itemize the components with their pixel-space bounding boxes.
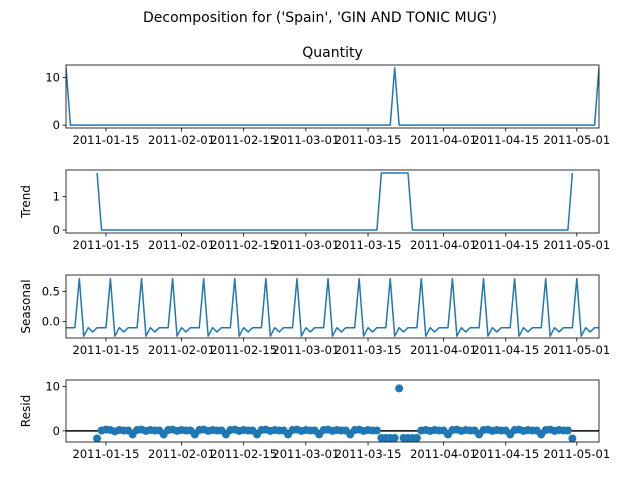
xtick-label: 2011-04-15 [472, 133, 539, 147]
resid-point [395, 384, 404, 393]
axes-frame-resid [65, 379, 600, 443]
xtick-label: 2011-04-01 [410, 238, 477, 252]
ylabel-seasonal: Seasonal [19, 279, 33, 333]
ytick-label-trend: 0 [53, 223, 60, 237]
xtick-label: 2011-02-15 [210, 238, 277, 252]
resid-point [372, 426, 381, 435]
xtick-label: 2011-03-01 [272, 238, 339, 252]
panel-observed: Quantity 0 10 2011-01-15 2011-02-012011-02-1… [45, 45, 610, 147]
xtick-label: 2011-04-15 [472, 238, 539, 252]
xtick-label: 2011-05-01 [543, 238, 610, 252]
ylabel-trend: Trend [19, 185, 33, 219]
xtick-label: 2011-04-15 [472, 343, 539, 357]
xtick-label: 2011-01-15 [73, 133, 140, 147]
ytick-label-resid: 0 [53, 424, 60, 438]
xtick-label: 2011-03-15 [335, 447, 402, 461]
series-line-seasonal [66, 277, 599, 337]
series-line-observed [66, 67, 599, 126]
axes-frame-seasonal [65, 274, 600, 339]
resid-point [563, 426, 572, 435]
xtick-label: 2011-03-01 [272, 447, 339, 461]
data-seasonal [66, 277, 599, 337]
xtick-label: 2011-04-15 [472, 447, 539, 461]
ytick-label-seasonal: 0.0 [42, 315, 60, 329]
ytick-label-seasonal: 0.5 [42, 284, 60, 298]
resid-point [568, 434, 577, 442]
xtick-label: 2011-04-01 [410, 343, 477, 357]
xtick-label: 2011-02-01 [148, 238, 215, 252]
panel-title-observed: Quantity [302, 45, 363, 61]
xtick-label: 2011-02-01 [148, 133, 215, 147]
xtick-label: 2011-03-01 [272, 343, 339, 357]
xtick-label: 2011-04-01 [410, 447, 477, 461]
data-observed [66, 67, 599, 126]
xtick-label: 2011-01-15 [73, 238, 140, 252]
xtick-label: 2011-02-15 [210, 133, 277, 147]
ytick-label-observed: 10 [45, 70, 60, 84]
xtick-label: 2011-05-01 [543, 343, 610, 357]
axes-frame-observed [65, 64, 600, 129]
xtick-label: 2011-05-01 [543, 447, 610, 461]
xtick-label: 2011-03-15 [335, 133, 402, 147]
figure-title: Decomposition for ('Spain', 'GIN AND TON… [143, 10, 497, 26]
data-trend [96, 172, 574, 231]
axes-frame-trend [65, 169, 600, 234]
xtick-label: 2011-01-15 [73, 343, 140, 357]
xtick-label: 2011-01-15 [73, 447, 140, 461]
xtick-label: 2011-02-01 [148, 447, 215, 461]
ytick-label-trend: 1 [53, 190, 60, 204]
xtick-label: 2011-03-15 [335, 343, 402, 357]
ytick-label-resid: 10 [45, 380, 60, 394]
data-resid [66, 384, 599, 442]
series-line-trend [96, 172, 574, 231]
resid-point [93, 434, 102, 442]
xtick-label: 2011-02-15 [210, 343, 277, 357]
xtick-label: 2011-03-01 [272, 133, 339, 147]
ytick-label-observed: 0 [53, 118, 60, 132]
resid-point [390, 434, 399, 442]
xtick-label: 2011-05-01 [543, 133, 610, 147]
xtick-label: 2011-04-01 [410, 133, 477, 147]
xtick-label: 2011-02-15 [210, 447, 277, 461]
xtick-label: 2011-02-01 [148, 343, 215, 357]
xtick-label: 2011-03-15 [335, 238, 402, 252]
resid-point [412, 434, 421, 442]
ylabel-resid: Resid [19, 395, 33, 427]
